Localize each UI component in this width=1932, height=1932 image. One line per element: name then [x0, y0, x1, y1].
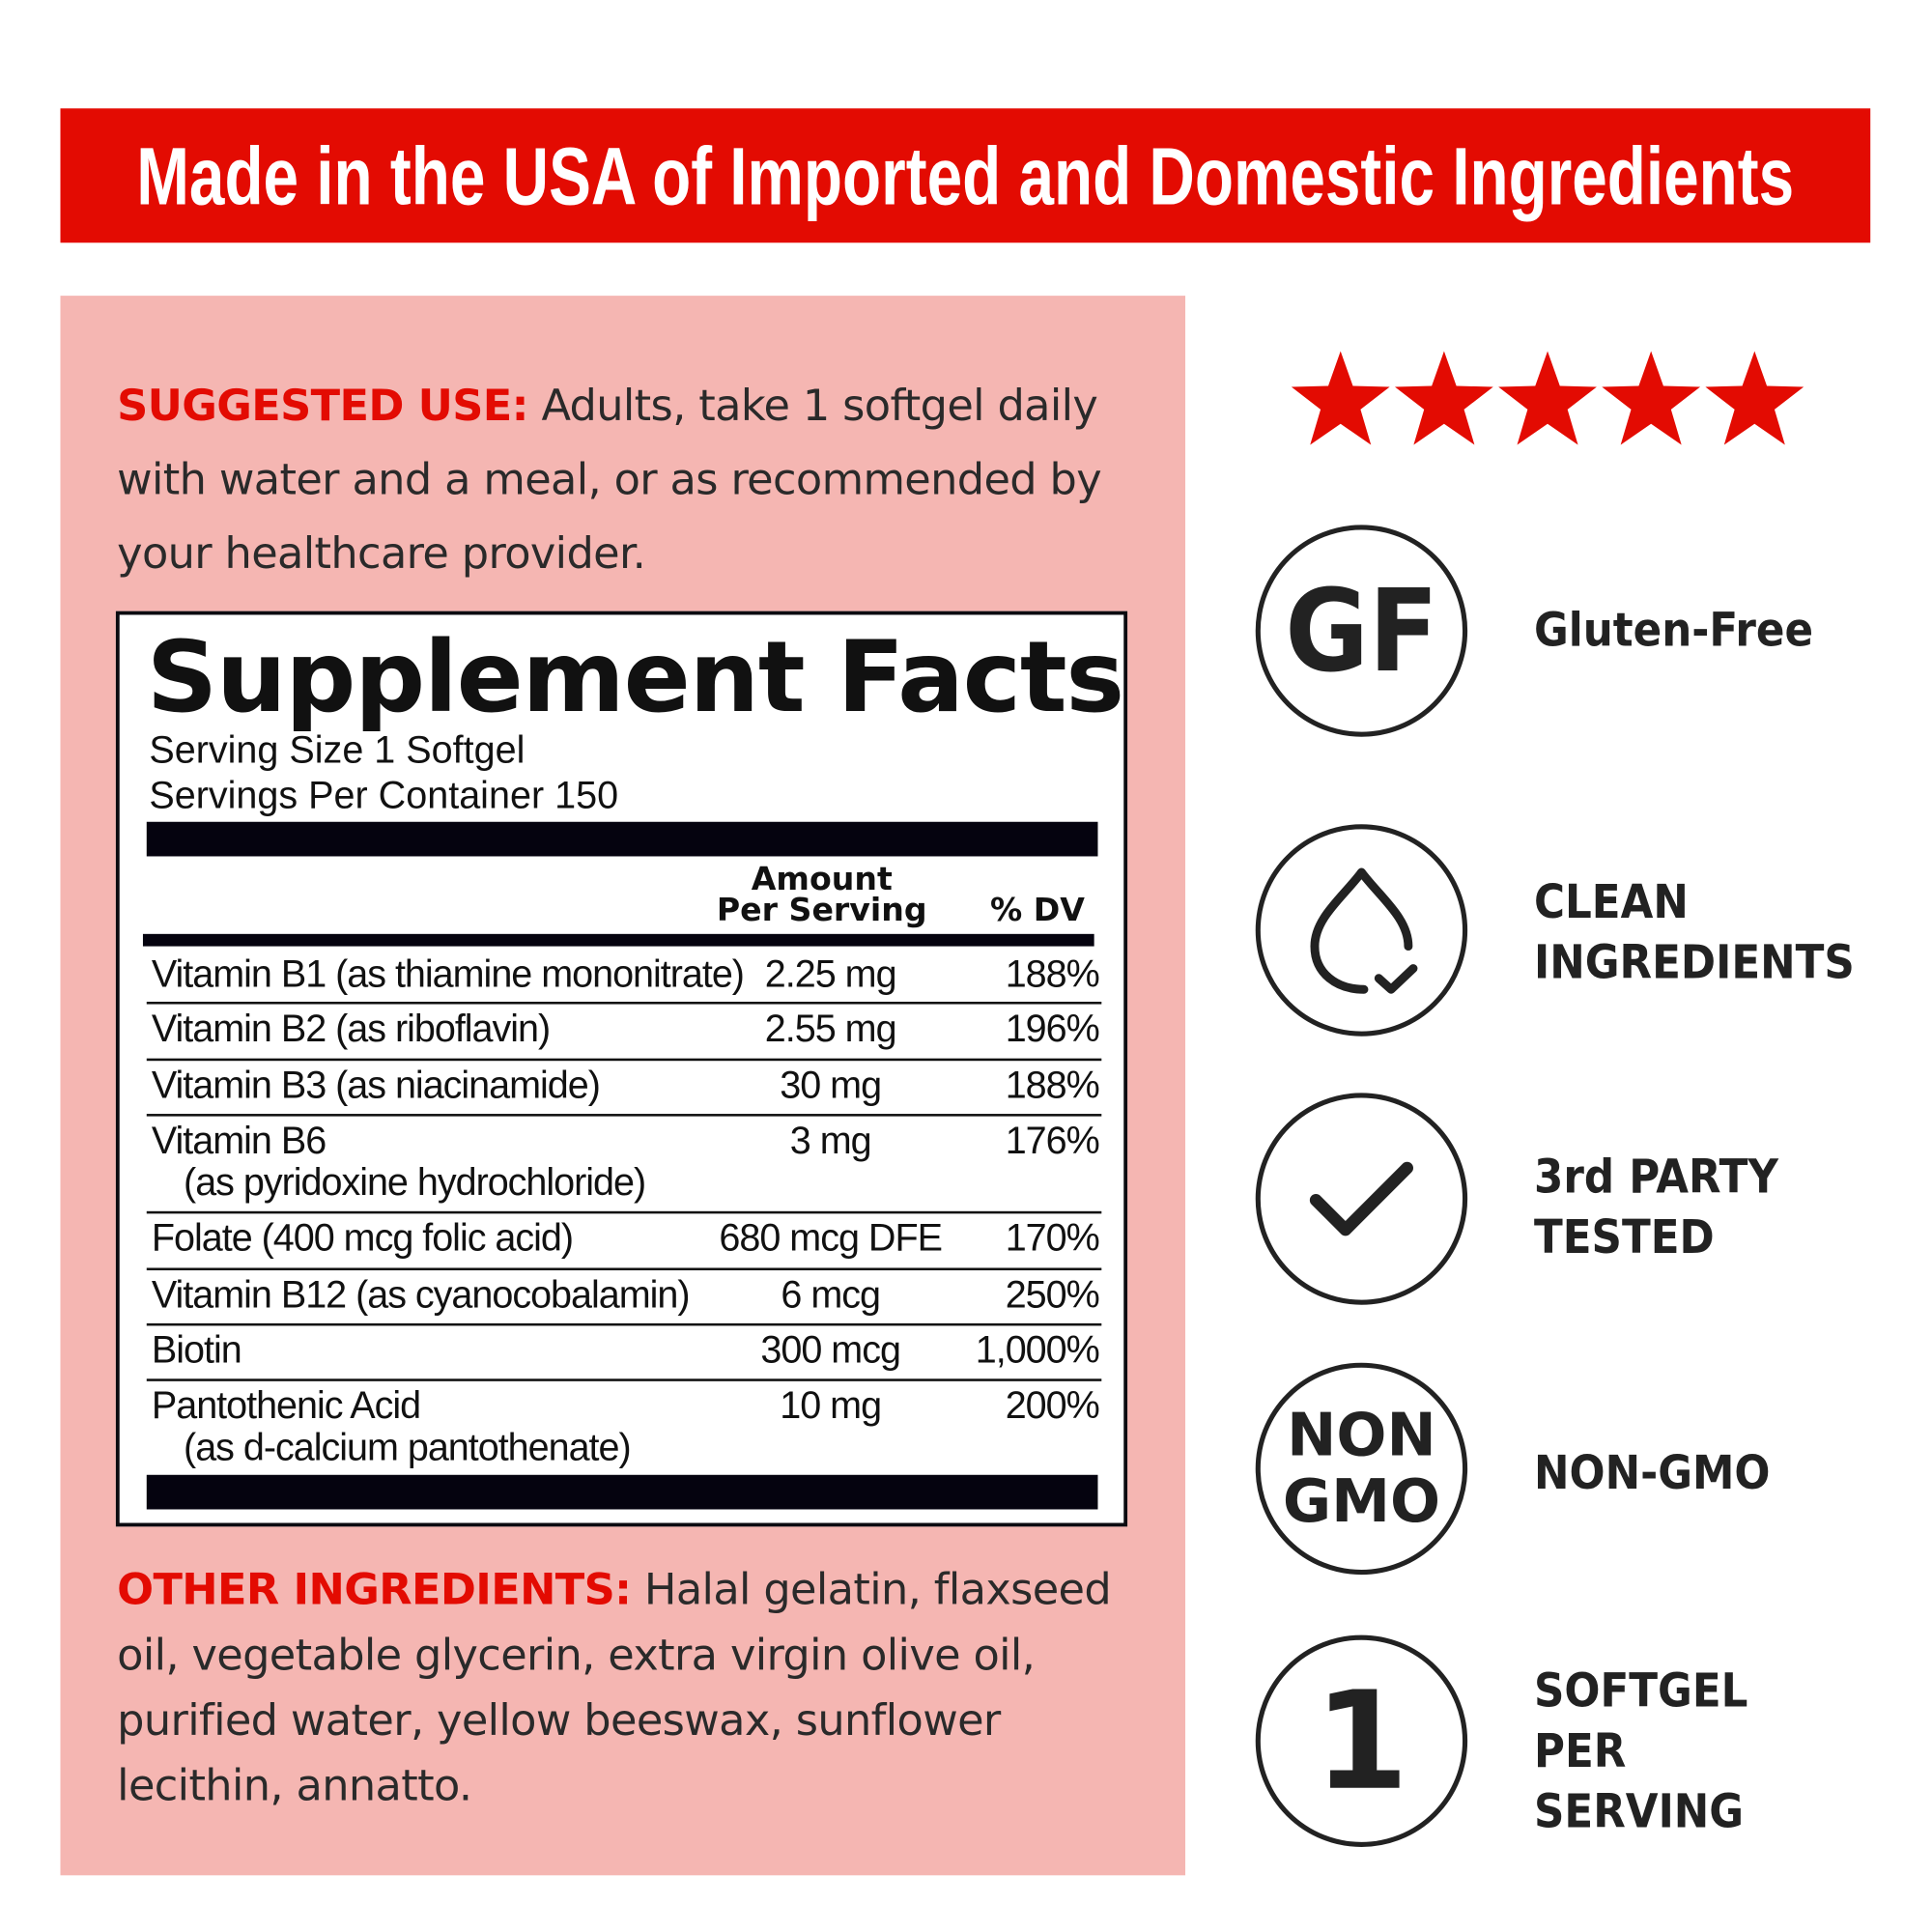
star-icon: [1705, 351, 1804, 445]
made-in-usa-banner: Made in the USA of Imported and Domestic…: [60, 108, 1871, 243]
nutrient-source: (as pyridoxine hydrochloride): [184, 1160, 646, 1205]
one-softgel-badge: 1: [1255, 1634, 1468, 1847]
nutrient-dv: 188%: [1005, 1063, 1100, 1107]
nutrient-name: Vitamin B3 (as niacinamide): [151, 1063, 601, 1107]
one-icon: 1: [1314, 1662, 1409, 1820]
other-ingredients-text: Halal gelatin, flaxseed oil, vegetable g…: [117, 1566, 1112, 1811]
nutrient-name: Folate (400 mcg folic acid): [151, 1215, 574, 1260]
drop-check-icon: [1310, 867, 1418, 994]
nutrient-amount: 2.55 mg: [764, 1007, 897, 1050]
nutrient-dv: 176%: [1005, 1119, 1100, 1162]
nutrient-name: Vitamin B12 (as cyanocobalamin): [151, 1272, 691, 1317]
nutrient-amount: 2.25 mg: [764, 952, 897, 996]
nutrient-row: Vitamin B1 (as thiamine mononitrate) 2.25…: [147, 950, 1102, 1002]
non-gmo-label: NON-GMO: [1533, 1445, 1771, 1500]
nutrient-dv: 200%: [1005, 1383, 1100, 1428]
nutrient-source: (as d-calcium pantothenate): [184, 1425, 632, 1469]
nutrient-name: Pantothenic Acid: [151, 1383, 421, 1428]
non-icon-text: NON: [1287, 1401, 1436, 1470]
five-star-rating: [1291, 351, 1804, 445]
banner-text: Made in the USA of Imported and Domestic…: [136, 129, 1795, 221]
amount-header-line2: Per Serving: [716, 892, 927, 929]
dv-header: % DV: [989, 892, 1085, 929]
third-party-tested-label: 3rd PARTY TESTED: [1533, 1150, 1778, 1264]
nutrient-dv: 188%: [1005, 952, 1100, 996]
nutrient-name: Vitamin B1 (as thiamine mononitrate): [151, 952, 745, 996]
star-icon: [1602, 351, 1701, 445]
gluten-free-badge: GF: [1255, 525, 1468, 737]
star-icon: [1394, 351, 1493, 445]
suggested-use-text: Adults, take 1 softgel daily with water …: [117, 382, 1102, 580]
nutrient-amount: 30 mg: [780, 1063, 882, 1107]
nutrient-row: Vitamin B12 (as cyanocobalamin) 6 mcg 250%: [146, 1267, 1102, 1325]
supplement-facts-table: Supplement Facts Serving Size 1 Softgel …: [115, 611, 1128, 1527]
nutrient-dv: 196%: [1005, 1007, 1100, 1050]
third-party-tested-badge: [1255, 1093, 1468, 1305]
star-icon: [1291, 351, 1390, 445]
star-icon: [1498, 351, 1597, 445]
nutrient-row: Biotin 300 mcg 1,000%: [146, 1322, 1102, 1381]
softgel-per-serving-label: SOFTGEL PER SERVING: [1533, 1662, 1748, 1839]
clean-ingredients-label: CLEAN INGREDIENTS: [1533, 874, 1855, 990]
nutrient-name: Vitamin B6: [151, 1119, 327, 1162]
nutrient-dv: 1,000%: [975, 1327, 1100, 1372]
nutrient-row: Vitamin B6 (as pyridoxine hydrochloride) 3…: [146, 1114, 1102, 1213]
servings-per-container: Servings Per Container 150: [149, 774, 619, 817]
suggested-use-label: SUGGESTED USE:: [117, 382, 528, 432]
supplement-facts-title: Supplement Facts: [146, 619, 1124, 735]
nutrient-amount: 3 mg: [789, 1119, 872, 1162]
top-divider-bar: [146, 821, 1098, 857]
nutrient-dv: 250%: [1005, 1272, 1100, 1317]
other-ingredients-label: OTHER INGREDIENTS:: [117, 1566, 632, 1616]
nutrient-row: Vitamin B3 (as niacinamide) 30 mg 188%: [146, 1058, 1102, 1117]
header-divider: [142, 933, 1094, 947]
gluten-free-label: Gluten-Free: [1533, 602, 1814, 657]
nutrient-row: Folate (400 mcg folic acid) 680 mcg DFE 17…: [146, 1210, 1102, 1270]
gf-icon: GF: [1285, 564, 1438, 697]
amount-header: Amount Per Serving: [698, 861, 945, 929]
non-gmo-badge: NON GMO: [1255, 1362, 1468, 1576]
clean-ingredients-badge: [1255, 824, 1468, 1037]
nutrient-amount: 300 mcg: [760, 1327, 901, 1372]
nutrient-amount: 680 mcg DFE: [719, 1215, 943, 1260]
nutrient-dv: 170%: [1005, 1215, 1100, 1260]
suggested-use: SUGGESTED USE: Adults, take 1 softgel da…: [117, 370, 1140, 592]
bottom-divider-bar: [146, 1474, 1098, 1510]
other-ingredients: OTHER INGREDIENTS: Halal gelatin, flaxse…: [117, 1559, 1140, 1820]
nutrient-amount: 10 mg: [780, 1383, 882, 1428]
check-icon: [1309, 1161, 1413, 1236]
gmo-icon-text: GMO: [1282, 1467, 1441, 1537]
nutrient-name: Vitamin B2 (as riboflavin): [151, 1007, 551, 1050]
nutrient-name: Biotin: [151, 1327, 242, 1372]
amount-header-line1: Amount: [751, 861, 893, 898]
nutrient-amount: 6 mcg: [781, 1272, 881, 1317]
serving-size: Serving Size 1 Softgel: [149, 727, 526, 772]
nutrient-row: Vitamin B2 (as riboflavin) 2.55 mg 196%: [146, 1001, 1102, 1061]
nutrient-row: Pantothenic Acid (as d-calcium pantothena…: [146, 1378, 1102, 1476]
